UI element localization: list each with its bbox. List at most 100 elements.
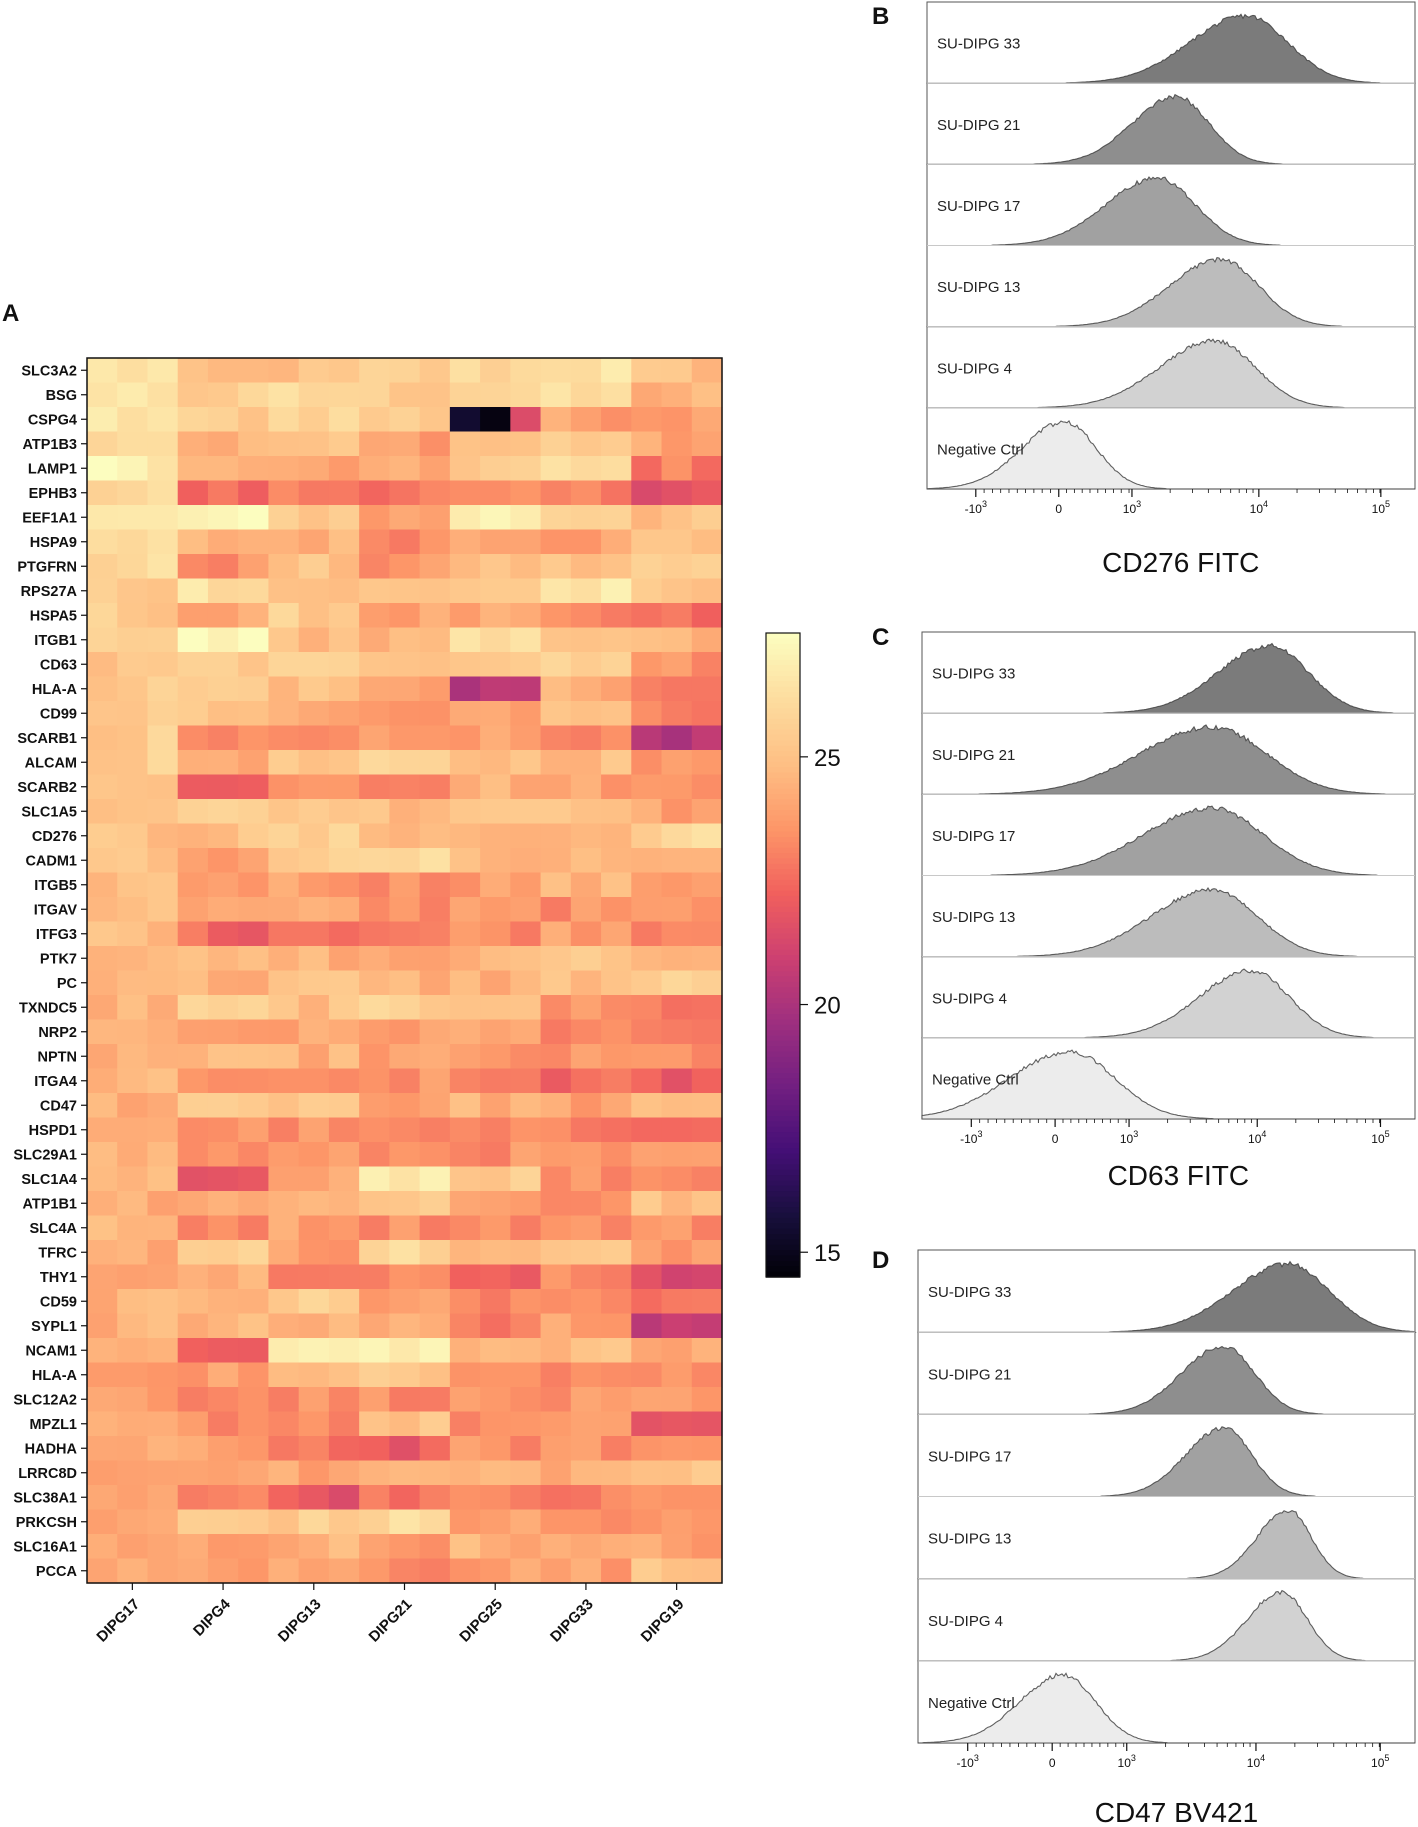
histogram-curve <box>921 724 1416 795</box>
axis-tick-label: 104 <box>1248 1129 1266 1146</box>
row-label: HLA-A <box>32 682 78 698</box>
heatmap-cell <box>177 1215 209 1241</box>
heatmap-cell <box>540 1485 572 1511</box>
heatmap-cell <box>570 921 602 947</box>
heatmap-cell <box>389 1338 421 1364</box>
heatmap-cell <box>480 1166 511 1192</box>
heatmap-cell <box>147 1485 179 1511</box>
axis-title: CD47 BV421 <box>1095 1797 1258 1827</box>
heatmap-cell <box>238 1436 270 1462</box>
heatmap-cell <box>87 603 118 629</box>
heatmap-cell <box>570 1068 602 1094</box>
heatmap-cell <box>661 627 693 653</box>
heatmap-cell <box>510 652 542 678</box>
heatmap-cell <box>359 995 390 1021</box>
heatmap-cell <box>570 848 602 874</box>
heatmap-cell <box>661 946 693 972</box>
heatmap-cell <box>449 1289 481 1315</box>
heatmap-cell <box>691 774 723 800</box>
heatmap-cell <box>87 1558 118 1584</box>
heatmap-cell <box>177 701 209 727</box>
axis-tick-label: 0 <box>1052 1132 1059 1146</box>
heatmap-cell <box>661 431 693 457</box>
heatmap-cell <box>87 1436 118 1462</box>
heatmap-cell <box>540 1313 572 1339</box>
heatmap-cell <box>449 1240 481 1266</box>
heatmap-cell <box>480 1068 511 1094</box>
heatmap-cell <box>419 1142 451 1168</box>
heatmap-cell <box>359 1338 390 1364</box>
heatmap-cell <box>661 382 693 408</box>
heatmap-cell <box>661 1387 693 1413</box>
heatmap-cell <box>480 407 511 433</box>
heatmap-cell <box>298 529 330 555</box>
heatmap-cell <box>238 603 270 629</box>
heatmap-cell <box>147 750 179 776</box>
heatmap-cell <box>570 1313 602 1339</box>
heatmap-cell <box>328 1362 360 1388</box>
heatmap-cell <box>147 995 179 1021</box>
heatmap-cell <box>449 627 481 653</box>
heatmap-cell <box>207 1068 239 1094</box>
colorbar-swatch <box>766 1169 800 1176</box>
heatmap-cell <box>389 1191 421 1217</box>
colorbar-swatch <box>766 638 800 645</box>
heatmap-cell <box>631 676 663 702</box>
heatmap-cell <box>207 652 239 678</box>
heatmap-cell <box>510 1387 542 1413</box>
heatmap-cell <box>177 946 209 972</box>
colorbar-swatch <box>766 681 800 688</box>
heatmap-cell <box>661 1215 693 1241</box>
heatmap-cell <box>389 1166 421 1192</box>
heatmap-cell <box>601 1436 632 1462</box>
column-label: DIPG25 <box>456 1596 506 1646</box>
heatmap-cell <box>389 1436 421 1462</box>
heatmap-cell <box>389 431 421 457</box>
heatmap-cell <box>449 1019 481 1045</box>
heatmap-cell <box>480 652 511 678</box>
heatmap-cell <box>510 627 542 653</box>
heatmap-cell <box>389 1142 421 1168</box>
heatmap-cells <box>87 358 723 1584</box>
heatmap-cell <box>631 1485 663 1511</box>
heatmap-cell <box>631 1019 663 1045</box>
heatmap-cell <box>117 725 149 751</box>
heatmap-cell <box>419 1044 451 1070</box>
heatmap-cell <box>601 1044 632 1070</box>
heatmap-cell <box>298 701 330 727</box>
heatmap-cell <box>147 1264 179 1290</box>
heatmap-cell <box>328 799 360 825</box>
heatmap-cell <box>359 382 390 408</box>
heatmap-cell <box>87 1166 118 1192</box>
heatmap-cell <box>207 1338 239 1364</box>
row-label: LRRC8D <box>18 1466 77 1482</box>
heatmap-cell <box>117 897 149 923</box>
heatmap-cell <box>480 676 511 702</box>
sample-label: SU-DIPG 13 <box>928 1531 1011 1548</box>
heatmap-cell <box>691 1460 723 1486</box>
heatmap-cell <box>601 554 632 580</box>
heatmap-cell <box>207 1436 239 1462</box>
heatmap-cell <box>661 872 693 898</box>
heatmap-cell <box>389 382 421 408</box>
heatmap-cell <box>238 799 270 825</box>
heatmap-cell <box>359 1142 390 1168</box>
histogram-panel-b: B SU-DIPG 33 SU-DIPG 21 SU-DIPG 17 SU-DIPG 1… <box>872 1 1416 578</box>
heatmap-cell <box>389 725 421 751</box>
row-label: HSPD1 <box>29 1123 77 1139</box>
colorbar-swatch <box>766 740 800 747</box>
heatmap-cell <box>117 970 149 996</box>
heatmap-cell <box>540 652 572 678</box>
heatmap-cell <box>238 1509 270 1535</box>
heatmap-cell <box>419 456 451 482</box>
heatmap-cell <box>480 1240 511 1266</box>
colorbar-swatch <box>766 654 800 661</box>
heatmap-cell <box>631 1460 663 1486</box>
heatmap-cell <box>298 774 330 800</box>
heatmap-cell <box>449 1362 481 1388</box>
heatmap-cell <box>419 774 451 800</box>
heatmap-cell <box>661 921 693 947</box>
heatmap-cell <box>631 578 663 604</box>
colorbar-swatch <box>766 1164 800 1171</box>
colorbar-swatch <box>766 874 800 881</box>
